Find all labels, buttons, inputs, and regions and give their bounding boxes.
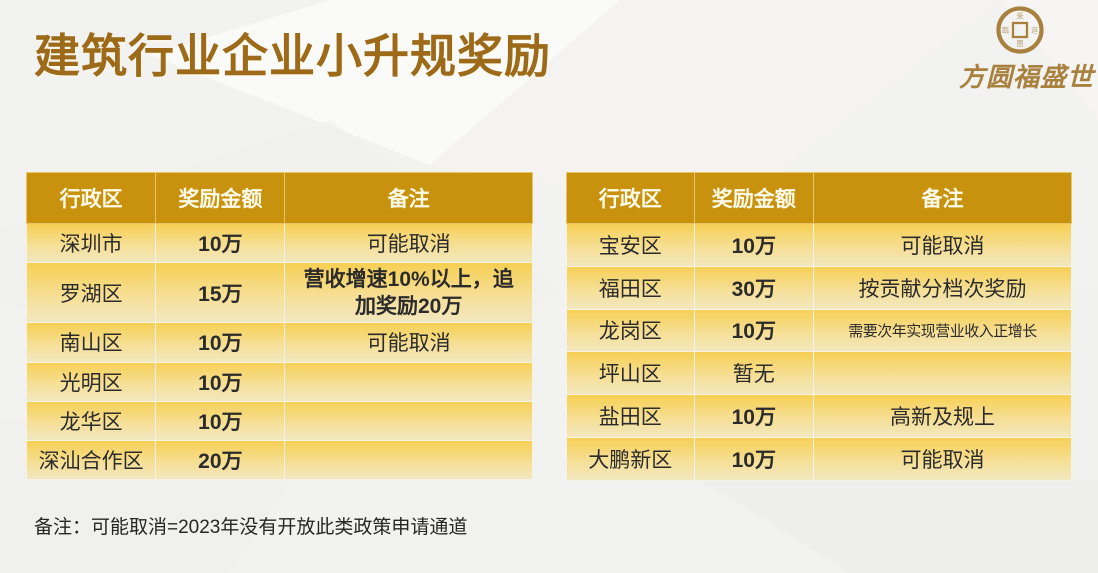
svg-text:釆: 釆 <box>1016 11 1024 21</box>
svg-text:圏: 圏 <box>1017 40 1024 48</box>
svg-text:臨: 臨 <box>1002 26 1009 35</box>
svg-text:逛: 逛 <box>1031 26 1038 35</box>
